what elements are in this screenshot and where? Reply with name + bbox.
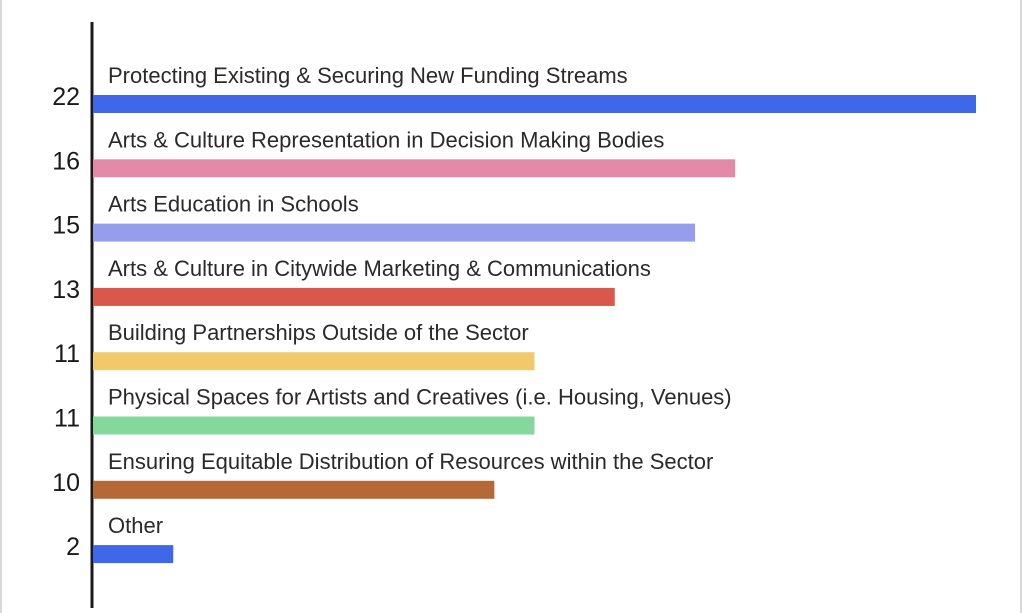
bar: [93, 287, 615, 306]
value-label: 13: [52, 276, 80, 304]
bar: [93, 480, 495, 499]
category-label: Ensuring Equitable Distribution of Resou…: [108, 449, 713, 474]
value-label: 10: [52, 469, 80, 497]
bar: [93, 159, 736, 178]
value-label: 16: [52, 147, 80, 175]
bar: [93, 545, 174, 564]
category-label: Arts Education in Schools: [108, 192, 359, 217]
category-label: Arts & Culture Representation in Decisio…: [108, 127, 664, 152]
bar: [93, 352, 535, 371]
category-label: Arts & Culture in Citywide Marketing & C…: [108, 256, 651, 281]
bar: [93, 95, 976, 113]
value-label: 2: [66, 533, 80, 561]
bar: [93, 416, 535, 435]
category-label: Physical Spaces for Artists and Creative…: [108, 385, 732, 410]
value-label: 11: [54, 340, 80, 368]
value-label: 15: [52, 212, 80, 240]
category-label: Building Partnerships Outside of the Sec…: [108, 320, 529, 345]
category-label: Other: [108, 513, 163, 538]
value-label: 22: [52, 83, 80, 111]
bar: [93, 223, 696, 242]
value-label: 11: [54, 405, 80, 433]
category-label: Protecting Existing & Securing New Fundi…: [108, 63, 628, 88]
